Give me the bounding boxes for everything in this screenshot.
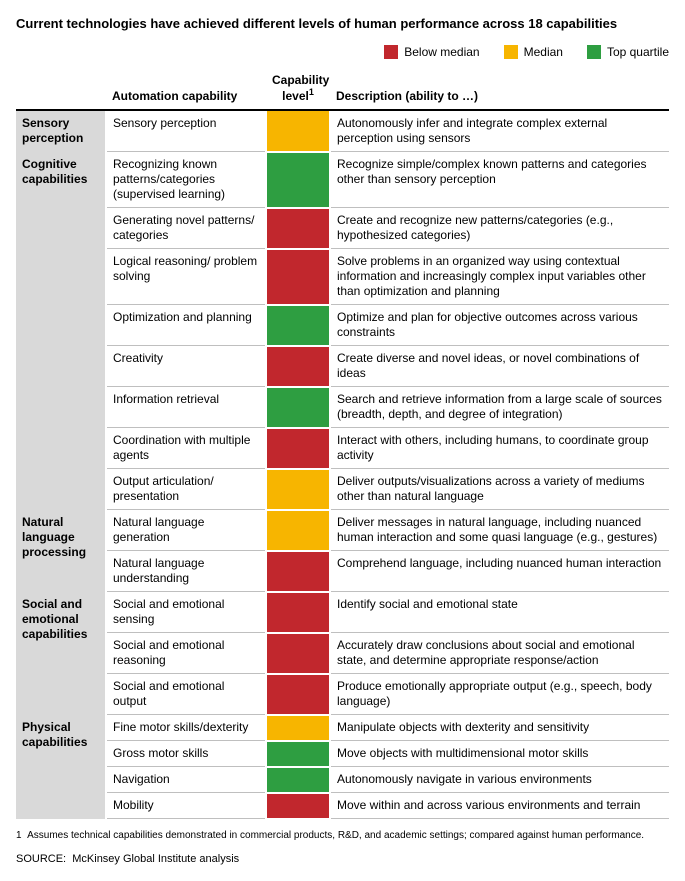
level-cell [266,428,330,469]
capability-cell: Social and emotional sensing [106,592,266,633]
capability-cell: Creativity [106,346,266,387]
table-row: Social and emotional reasoning Accurately… [16,633,669,674]
capability-table: Automation capability Capability level1 … [16,69,669,820]
description-cell: Create diverse and novel ideas, or novel… [330,346,669,387]
capability-cell: Mobility [106,793,266,819]
level-cell [266,510,330,551]
col-header-group [16,69,106,110]
source-line: SOURCE: McKinsey Global Institute analys… [16,853,669,865]
level-cell [266,592,330,633]
capability-cell: Optimization and planning [106,305,266,346]
table-row: Information retrieval Search and retrieve… [16,387,669,428]
page-title: Current technologies have achieved diffe… [16,16,669,31]
level-cell [266,249,330,305]
level-cell [266,715,330,741]
table-row: Physical capabilitiesFine motor skills/d… [16,715,669,741]
description-cell: Optimize and plan for objective outcomes… [330,305,669,346]
swatch-top [587,45,601,59]
level-cell [266,152,330,208]
group-cell: Physical capabilities [16,715,106,819]
description-cell: Recognize simple/complex known patterns … [330,152,669,208]
table-row: Sensory perceptionSensory perception Auto… [16,110,669,152]
legend-item-below: Below median [384,45,479,59]
capability-cell: Natural language understanding [106,551,266,592]
description-cell: Identify social and emotional state [330,592,669,633]
table-row: Creativity Create diverse and novel ideas… [16,346,669,387]
capability-cell: Natural language generation [106,510,266,551]
level-cell [266,741,330,767]
table-row: Coordination with multiple agents Interac… [16,428,669,469]
table-row: Mobility Move within and across various e… [16,793,669,819]
level-cell [266,305,330,346]
capability-cell: Information retrieval [106,387,266,428]
legend-item-top: Top quartile [587,45,669,59]
table-row: Cognitive capabilitiesRecognizing known … [16,152,669,208]
capability-cell: Coordination with multiple agents [106,428,266,469]
footnote: 1 Assumes technical capabilities demonst… [16,830,669,841]
group-cell: Sensory perception [16,110,106,152]
description-cell: Produce emotionally appropriate output (… [330,674,669,715]
description-cell: Move objects with multidimensional motor… [330,741,669,767]
level-cell [266,633,330,674]
description-cell: Move within and across various environme… [330,793,669,819]
capability-cell: Navigation [106,767,266,793]
description-cell: Solve problems in an organized way using… [330,249,669,305]
group-cell: Natural language processing [16,510,106,592]
group-cell: Cognitive capabilities [16,152,106,510]
legend-item-median: Median [504,45,563,59]
legend: Below median Median Top quartile [16,45,669,59]
table-row: Navigation Autonomously navigate in vario… [16,767,669,793]
description-cell: Search and retrieve information from a l… [330,387,669,428]
capability-cell: Gross motor skills [106,741,266,767]
level-cell [266,346,330,387]
capability-cell: Social and emotional output [106,674,266,715]
description-cell: Manipulate objects with dexterity and se… [330,715,669,741]
capability-cell: Sensory perception [106,110,266,152]
level-cell [266,110,330,152]
capability-cell: Fine motor skills/dexterity [106,715,266,741]
description-cell: Create and recognize new patterns/catego… [330,208,669,249]
level-cell [266,767,330,793]
level-cell [266,387,330,428]
description-cell: Deliver outputs/visualizations across a … [330,469,669,510]
description-cell: Interact with others, including humans, … [330,428,669,469]
table-row: Generating novel patterns/ categories Cre… [16,208,669,249]
capability-cell: Social and emotional reasoning [106,633,266,674]
capability-cell: Output articulation/ presentation [106,469,266,510]
table-row: Output articulation/ presentation Deliver… [16,469,669,510]
table-row: Logical reasoning/ problem solving Solve … [16,249,669,305]
table-row: Natural language understanding Comprehend… [16,551,669,592]
level-cell [266,469,330,510]
legend-label-median: Median [524,45,563,59]
description-cell: Deliver messages in natural language, in… [330,510,669,551]
col-header-level: Capability level1 [266,69,330,110]
capability-cell: Logical reasoning/ problem solving [106,249,266,305]
legend-label-below: Below median [404,45,479,59]
col-header-capability: Automation capability [106,69,266,110]
group-cell: Social and emotional capabilities [16,592,106,715]
level-cell [266,793,330,819]
table-row: Social and emotional capabilitiesSocial … [16,592,669,633]
level-cell [266,674,330,715]
capability-cell: Recognizing known patterns/categories (s… [106,152,266,208]
level-cell [266,551,330,592]
legend-label-top: Top quartile [607,45,669,59]
table-header-row: Automation capability Capability level1 … [16,69,669,110]
table-row: Social and emotional output Produce emoti… [16,674,669,715]
level-cell [266,208,330,249]
col-header-description: Description (ability to …) [330,69,669,110]
description-cell: Comprehend language, including nuanced h… [330,551,669,592]
table-row: Optimization and planning Optimize and pl… [16,305,669,346]
description-cell: Autonomously navigate in various environ… [330,767,669,793]
swatch-median [504,45,518,59]
table-row: Gross motor skills Move objects with mult… [16,741,669,767]
description-cell: Accurately draw conclusions about social… [330,633,669,674]
capability-cell: Generating novel patterns/ categories [106,208,266,249]
description-cell: Autonomously infer and integrate complex… [330,110,669,152]
swatch-below [384,45,398,59]
table-row: Natural language processingNatural langu… [16,510,669,551]
